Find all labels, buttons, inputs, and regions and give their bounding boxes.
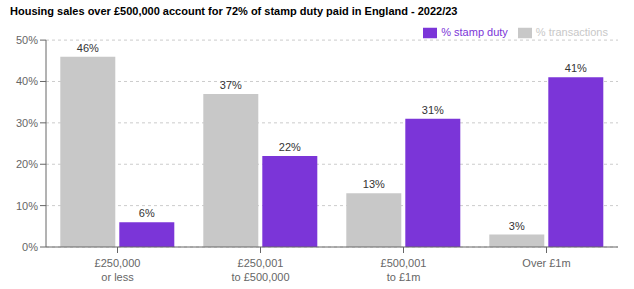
svg-text:30%: 30% <box>16 117 38 129</box>
svg-text:31%: 31% <box>422 104 444 116</box>
svg-text:50%: 50% <box>16 34 38 46</box>
html-text:% stamp duty: % stamp duty <box>441 26 508 38</box>
svg-text:3%: 3% <box>509 220 525 232</box>
html-text:% transactions: % transactions <box>535 26 608 38</box>
html-text:Housing sales over £500,000 ac: Housing sales over £500,000 account for … <box>10 5 458 17</box>
svg-text:40%: 40% <box>16 75 38 87</box>
svg-text:46%: 46% <box>77 42 99 54</box>
svg-text:£250,001to £500,000: £250,001to £500,000 <box>231 257 289 283</box>
svg-text:13%: 13% <box>363 178 385 190</box>
svg-text:10%: 10% <box>16 200 38 212</box>
svg-text:37%: 37% <box>220 79 242 91</box>
svg-text:0%: 0% <box>22 241 38 253</box>
svg-text:£500,001to £1m: £500,001to £1m <box>381 257 427 283</box>
svg-text:20%: 20% <box>16 158 38 170</box>
svg-text:£250,000or less: £250,000or less <box>95 257 141 283</box>
svg-text:41%: 41% <box>565 62 587 74</box>
svg-text:22%: 22% <box>279 141 301 153</box>
svg-text:Over £1m: Over £1m <box>522 257 570 269</box>
svg-text:6%: 6% <box>139 207 155 219</box>
